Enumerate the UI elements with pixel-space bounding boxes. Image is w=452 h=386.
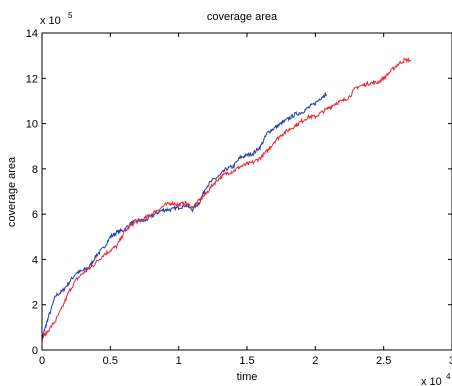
y-tick-label: 4 (32, 254, 38, 266)
x-tick-label: 1.5 (239, 355, 254, 367)
x-tick-label: 2.5 (376, 355, 391, 367)
plot-lines (41, 57, 412, 341)
y-multiplier: x 10 5 (40, 11, 73, 27)
x-tick-label: 0 (39, 355, 45, 367)
tick-labels: 0 0.5 1 1.5 2 2.5 3 0 2 4 6 8 10 12 14 (26, 28, 452, 367)
y-multiplier-exponent: 5 (68, 11, 73, 20)
chart-title: coverage area (207, 11, 278, 23)
x-tick-label: 0.5 (103, 355, 118, 367)
y-tick-label: 12 (26, 73, 38, 85)
y-axis-label: coverage area (6, 156, 18, 227)
y-tick-label: 10 (26, 119, 38, 131)
y-tick-label: 0 (32, 345, 38, 357)
y-tick-label: 6 (32, 209, 38, 221)
y-tick-label: 14 (26, 28, 38, 40)
axis-ticks (41, 32, 452, 351)
x-tick-label: 2 (312, 355, 318, 367)
y-tick-label: 2 (32, 300, 38, 312)
x-multiplier: x 10 4 (421, 372, 451, 386)
x-multiplier-base: x 10 (421, 376, 442, 386)
series-line-1 (41, 92, 327, 341)
x-tick-label: 1 (176, 355, 182, 367)
y-tick-label: 8 (32, 164, 38, 176)
series-line-2 (41, 57, 412, 340)
x-multiplier-exponent: 4 (446, 372, 451, 381)
x-axis-label: time (237, 371, 258, 383)
y-multiplier-base: x 10 (40, 15, 61, 27)
x-tick-label: 3 (449, 355, 452, 367)
